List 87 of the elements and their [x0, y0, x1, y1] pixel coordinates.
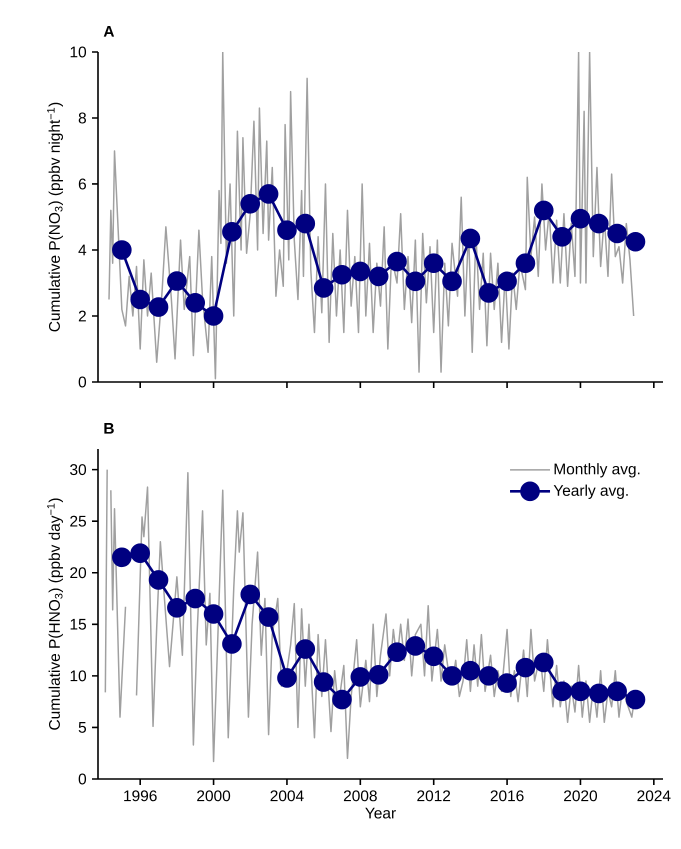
y-tick-label: 4: [78, 244, 86, 256]
point: [277, 220, 297, 240]
x-tick-label: 2008: [344, 790, 377, 802]
point: [185, 588, 206, 608]
point: [460, 660, 480, 681]
line-series: [108, 52, 634, 380]
y-tick-label: 0: [78, 376, 86, 388]
y-tick-label: 10: [70, 670, 86, 682]
y-axis-title: Cumulative P(NO$_{3}$) (ppbv night$^{−1}$): [47, 102, 63, 332]
y-tick-label: 2: [78, 310, 86, 322]
point: [387, 252, 407, 272]
point: [314, 278, 334, 298]
x-tick-label: 2004: [270, 790, 304, 802]
point: [589, 214, 609, 234]
point: [368, 266, 388, 286]
point: [167, 598, 187, 618]
point: [222, 222, 242, 242]
point: [460, 228, 480, 248]
x-tick-label: 2016: [490, 790, 524, 802]
point: [130, 290, 150, 310]
point: [607, 682, 627, 702]
x-tick-label: 2020: [564, 790, 598, 802]
point: [406, 636, 426, 656]
point: [258, 184, 278, 204]
point: [332, 690, 352, 710]
chart-title: A: [104, 26, 114, 37]
point: [626, 690, 646, 710]
point: [424, 253, 444, 273]
point: [148, 297, 168, 317]
point: [406, 272, 426, 292]
point: [387, 642, 407, 662]
point: [570, 682, 590, 702]
point: [589, 684, 609, 704]
y-tick-label: 10: [70, 46, 86, 58]
point: [478, 666, 499, 686]
point: [204, 604, 224, 624]
point: [516, 658, 536, 678]
point: [442, 272, 462, 292]
point: [148, 570, 168, 590]
point: [112, 547, 132, 568]
point: [497, 272, 517, 292]
point: [497, 673, 517, 693]
x-tick-label: 2012: [417, 790, 450, 802]
point: [240, 194, 260, 214]
y-tick-label: 20: [70, 567, 86, 578]
y-tick-label: 15: [70, 618, 86, 630]
x-tick-label: 2000: [197, 790, 230, 802]
y-tick-label: 25: [70, 516, 86, 527]
y-tick-label: 8: [78, 112, 86, 124]
point: [277, 668, 297, 688]
point: [570, 208, 590, 228]
point: [442, 666, 462, 686]
y-axis-title: Cumulative P(HNO$_{3}$) (ppbv day$^{−1}$): [47, 498, 63, 730]
point: [185, 292, 206, 313]
point: [167, 271, 187, 291]
point: [112, 240, 132, 260]
point: [626, 232, 646, 252]
point: [607, 224, 627, 244]
point: [258, 607, 278, 627]
point: [222, 634, 242, 654]
y-tick-label: 30: [70, 464, 86, 476]
point: [350, 262, 370, 282]
y-tick-label: 0: [78, 774, 86, 784]
point: [332, 264, 352, 285]
point: [552, 682, 572, 702]
y-tick-label: 6: [78, 178, 86, 190]
point: [534, 652, 554, 672]
point: [478, 283, 499, 303]
y-tick-label: 5: [78, 722, 86, 733]
x-axis-title: Year: [365, 808, 396, 819]
point: [534, 200, 554, 220]
point: [240, 584, 260, 604]
x-tick-label: 1996: [124, 790, 157, 802]
point: [350, 667, 370, 687]
chart-title: B: [104, 423, 114, 434]
point: [204, 306, 224, 326]
x-tick-label: 2024: [637, 790, 671, 802]
legend-label: Monthly avg.: [554, 463, 640, 478]
point: [368, 665, 388, 685]
point: [295, 639, 316, 659]
point: [516, 253, 536, 273]
point: [130, 543, 150, 563]
point: [552, 226, 572, 247]
legend-label: Yearly avg.: [554, 484, 628, 499]
point: [424, 646, 444, 666]
point: [295, 214, 316, 234]
point: [314, 672, 334, 692]
